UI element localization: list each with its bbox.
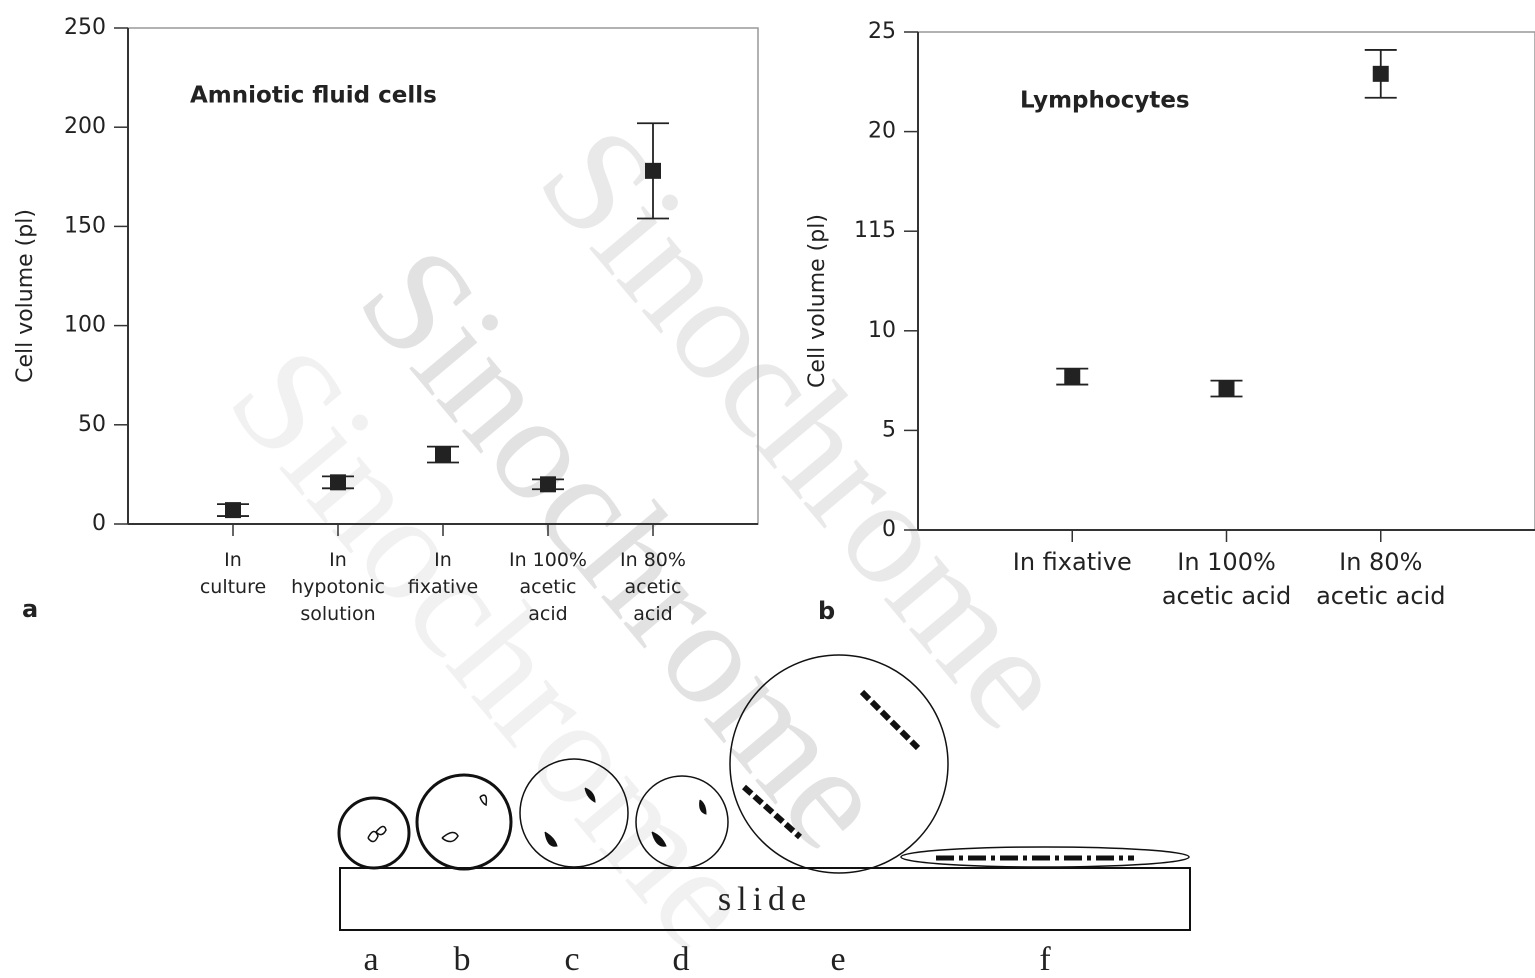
x-tick-label: In 80%acetic acid xyxy=(1316,548,1445,610)
point-marker xyxy=(225,502,241,518)
y-tick-label: 0 xyxy=(882,517,896,542)
y-tick-label: 25 xyxy=(868,19,896,44)
cell-label: c xyxy=(564,941,579,978)
point-marker xyxy=(645,163,661,179)
y-tick-label: 100 xyxy=(64,313,106,338)
y-tick-label: 5 xyxy=(882,417,896,442)
y-axis-label: Cell volume (pl) xyxy=(13,209,38,383)
chart-title: Amniotic fluid cells xyxy=(190,83,437,109)
y-tick-label: 10 xyxy=(868,318,896,343)
point-marker xyxy=(435,447,451,463)
y-axis-label: Cell volume (pl) xyxy=(805,214,830,388)
y-tick-label: 20 xyxy=(868,119,896,144)
page: Sinochrome Sinochrome Sinochrome slide a… xyxy=(0,0,1535,978)
cell-label: b xyxy=(454,941,471,978)
chromatin xyxy=(442,795,486,841)
chromatin xyxy=(368,826,386,841)
point-marker xyxy=(1373,66,1389,82)
cell-label: d xyxy=(673,941,690,978)
y-tick-label: 150 xyxy=(64,213,106,238)
cell-label: a xyxy=(363,941,378,978)
cell-label: e xyxy=(830,941,845,978)
point-marker xyxy=(540,476,556,492)
chart-title: Lymphocytes xyxy=(1020,88,1190,114)
x-tick-label: In fixative xyxy=(1013,548,1132,576)
watermarks: Sinochrome Sinochrome Sinochrome xyxy=(198,97,1101,978)
y-tick-label: 50 xyxy=(78,412,106,437)
figure: Sinochrome Sinochrome Sinochrome slide a… xyxy=(0,0,1535,978)
y-tick-label: 115 xyxy=(854,218,896,243)
y-tick-label: 250 xyxy=(64,15,106,40)
point-marker xyxy=(330,474,346,490)
x-tick-label: In 100%acetic acid xyxy=(1162,548,1291,610)
point-marker xyxy=(1219,381,1235,397)
cell-label: f xyxy=(1039,941,1051,978)
panel-label: b xyxy=(818,597,835,625)
cell xyxy=(339,798,409,868)
y-tick-label: 0 xyxy=(92,511,106,536)
plot-frame xyxy=(918,32,1535,530)
y-tick-label: 200 xyxy=(64,114,106,139)
slide-label: slide xyxy=(718,881,812,918)
cell xyxy=(417,775,511,869)
panel-label: a xyxy=(22,595,38,623)
point-marker xyxy=(1064,369,1080,385)
